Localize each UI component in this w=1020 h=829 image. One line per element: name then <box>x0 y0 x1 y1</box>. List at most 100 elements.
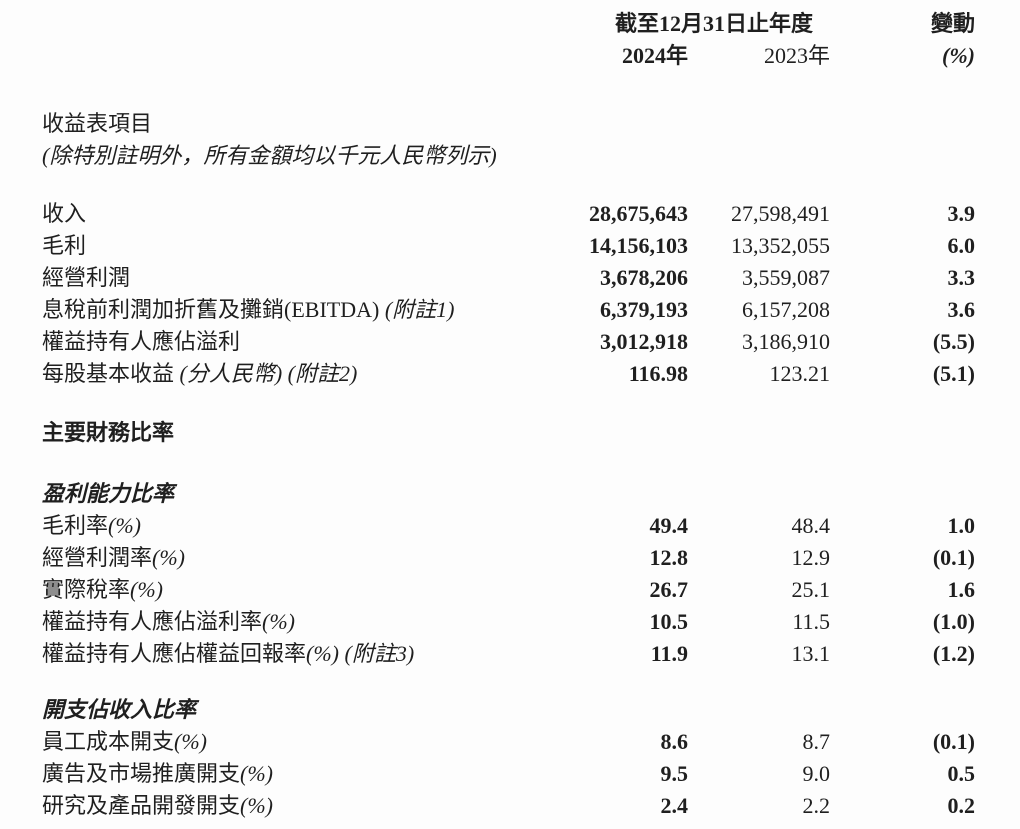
row-label-note: (%) <box>262 609 295 634</box>
row-label: 毛利率(%) <box>42 510 492 542</box>
value-2024: 49.4 <box>649 513 689 538</box>
financial-summary-table: 截至12月31日止年度 變動 2024年 2023年 (%) 收益表項目 (除特… <box>42 8 975 822</box>
row-label-text: 毛利率 <box>42 513 109 538</box>
change-unit: (%) <box>942 43 976 68</box>
row-label: 權益持有人應佔溢利率(%) <box>42 606 492 638</box>
value-change: (0.1) <box>932 729 976 754</box>
value-2024: 3,012,918 <box>600 329 688 354</box>
row-label-text: 員工成本開支 <box>42 729 175 754</box>
spacer-row <box>42 390 975 417</box>
value-2024: 14,156,103 <box>589 233 688 258</box>
value-2024: 11.9 <box>650 641 688 666</box>
value-2023: 11.5 <box>792 609 831 634</box>
value-change: 3.6 <box>947 297 976 322</box>
row-label: 息稅前利潤加折舊及攤銷(EBITDA) (附註1) <box>42 294 492 326</box>
value-2023: 27,598,491 <box>731 201 831 226</box>
column-year-2024: 2024年 <box>621 43 688 68</box>
value-2023: 25.1 <box>791 577 831 602</box>
row-label: 權益持有人應佔溢利 <box>42 326 492 358</box>
header-spacer-cell <box>42 40 492 72</box>
row-label-text: 毛利 <box>42 233 87 258</box>
value-2023: 3,186,910 <box>742 329 831 354</box>
section-note-row: (除特別註明外，所有金額均以千元人民幣列示) <box>42 140 975 172</box>
value-change: (1.0) <box>932 609 976 634</box>
row-label: 實際稅率(%) <box>42 574 492 606</box>
value-2024: 12.8 <box>649 545 689 570</box>
row-label-text: 收入 <box>42 201 87 226</box>
row-label-note: (%) (附註3) <box>306 641 415 666</box>
value-2023: 13,352,055 <box>731 233 831 258</box>
table-header-row-2: 2024年 2023年 (%) <box>42 40 975 72</box>
value-2024: 116.98 <box>628 361 688 386</box>
income-section-note: (除特別註明外，所有金額均以千元人民幣列示) <box>42 143 497 168</box>
row-label: 研究及產品開發開支(%) <box>42 790 492 822</box>
row-label-note: (附註1) <box>379 297 455 322</box>
spacer-row <box>42 172 975 198</box>
row-label-note: (%) <box>174 729 207 754</box>
value-2023: 6,157,208 <box>742 297 831 322</box>
income-row: 息稅前利潤加折舊及攤銷(EBITDA) (附註1) 6,379,193 6,15… <box>42 294 975 326</box>
section-title-row: 主要財務比率 <box>42 417 975 449</box>
row-label: 經營利潤率(%) <box>42 542 492 574</box>
value-2023: 12.9 <box>791 545 831 570</box>
income-row: 每股基本收益 (分人民幣) (附註2) 116.98 123.21 (5.1) <box>42 358 975 390</box>
value-2023: 13.1 <box>791 641 831 666</box>
value-2024: 9.5 <box>660 761 689 786</box>
subsection-title-row: 盈利能力比率 <box>42 478 975 510</box>
row-label-note: (%) <box>152 545 185 570</box>
value-2023: 9.0 <box>802 761 831 786</box>
value-change: (5.1) <box>932 361 976 386</box>
row-label-text: 權益持有人應佔溢利 <box>42 329 241 354</box>
ratio-row: 毛利率(%) 49.4 48.4 1.0 <box>42 510 975 542</box>
row-label-text: 實際稅率 <box>42 577 131 602</box>
column-year-2023: 2023年 <box>764 43 831 68</box>
value-2024: 3,678,206 <box>600 265 688 290</box>
row-label-text: 每股基本收益 <box>42 361 175 386</box>
row-label-note: (分人民幣) (附註2) <box>174 361 358 386</box>
row-label: 每股基本收益 (分人民幣) (附註2) <box>42 358 492 390</box>
value-2023: 123.21 <box>769 361 831 386</box>
table-header-row-1: 截至12月31日止年度 變動 <box>42 8 975 40</box>
row-label: 經營利潤 <box>42 262 492 294</box>
row-label-text: 權益持有人應佔權益回報率 <box>42 641 307 666</box>
row-label-text: 經營利潤率 <box>42 545 153 570</box>
row-label-note: (%) <box>240 793 273 818</box>
row-label-text: 息稅前利潤加折舊及攤銷(EBITDA) <box>42 297 380 322</box>
value-2024: 8.6 <box>660 729 689 754</box>
value-change: 0.5 <box>947 761 976 786</box>
value-change: 1.6 <box>947 577 976 602</box>
row-label: 員工成本開支(%) <box>42 726 492 758</box>
spacer-row <box>42 670 975 694</box>
spacer-row <box>42 449 975 478</box>
income-section-title: 收益表項目 <box>42 111 153 136</box>
profitability-subsection-title: 盈利能力比率 <box>42 481 175 506</box>
row-label: 收入 <box>42 198 492 230</box>
income-row: 毛利 14,156,103 13,352,055 6.0 <box>42 230 975 262</box>
income-row: 權益持有人應佔溢利 3,012,918 3,186,910 (5.5) <box>42 326 975 358</box>
value-2024: 26.7 <box>649 577 689 602</box>
expense-row: 廣告及市場推廣開支(%) 9.5 9.0 0.5 <box>42 758 975 790</box>
change-heading: 變動 <box>931 11 976 36</box>
value-change: 0.2 <box>947 793 976 818</box>
value-2023: 2.2 <box>802 793 831 818</box>
expense-row: 研究及產品開發開支(%) 2.4 2.2 0.2 <box>42 790 975 822</box>
value-change: (1.2) <box>932 641 976 666</box>
row-label-note: (%) <box>130 577 163 602</box>
row-label-text: 權益持有人應佔溢利率 <box>42 609 263 634</box>
value-change: (5.5) <box>932 329 976 354</box>
row-label: 廣告及市場推廣開支(%) <box>42 758 492 790</box>
ratio-row: 權益持有人應佔權益回報率(%) (附註3) 11.9 13.1 (1.2) <box>42 638 975 670</box>
header-spacer-cell <box>42 8 492 40</box>
row-label: 毛利 <box>42 230 492 262</box>
row-label-text: 廣告及市場推廣開支 <box>42 761 241 786</box>
value-change: 6.0 <box>947 233 976 258</box>
row-label-text: 經營利潤 <box>42 265 131 290</box>
spacer-row <box>42 72 975 108</box>
income-row: 經營利潤 3,678,206 3,559,087 3.3 <box>42 262 975 294</box>
income-row: 收入 28,675,643 27,598,491 3.9 <box>42 198 975 230</box>
value-2024: 2.4 <box>660 793 689 818</box>
ratio-row: 實際稅率(%) 26.7 25.1 1.6 <box>42 574 975 606</box>
section-title-row: 收益表項目 <box>42 108 975 140</box>
row-label-note: (%) <box>240 761 273 786</box>
